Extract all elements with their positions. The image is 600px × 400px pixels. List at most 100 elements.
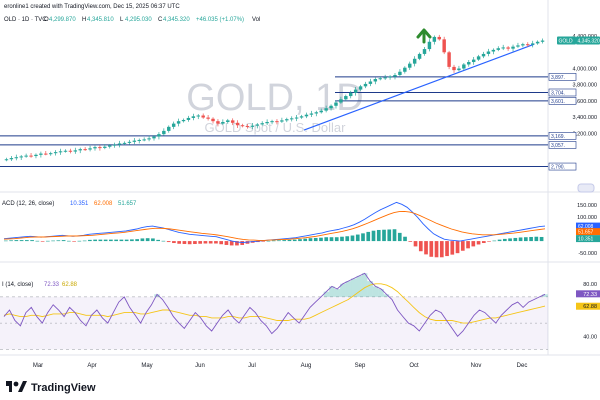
macd-histogram-bar [203, 241, 208, 244]
candle-body [530, 43, 535, 45]
candle-body [363, 83, 368, 87]
macd-histogram-bar [492, 240, 497, 242]
candle-body [49, 153, 53, 155]
candle-body [186, 117, 191, 120]
macd-histogram-bar [418, 241, 423, 252]
macd-histogram-bar [534, 236, 539, 242]
level-label: 3,169. [551, 134, 565, 140]
macd-histogram-bar [434, 241, 439, 258]
candle-body [476, 56, 481, 60]
rsi-tick-label: 62.88 [583, 304, 597, 310]
time-tick-label: Jul [248, 363, 256, 369]
candle-body [14, 157, 19, 159]
macd-histogram-bar [119, 239, 124, 242]
candle-body [383, 77, 387, 79]
candle-body [240, 125, 245, 127]
macd-histogram-bar [151, 238, 155, 242]
main-price-panel[interactable]: 4,400.0004,000.0003,800.0003,600.0003,40… [0, 28, 600, 193]
macd-histogram-bar [292, 239, 297, 242]
change-value: +46.035 (+1.07%) [196, 17, 244, 23]
macd-histogram-bar [382, 229, 386, 242]
time-tick-label: Aug [301, 363, 312, 369]
candle-body [108, 145, 112, 147]
macd-histogram-bar [403, 236, 407, 242]
candle-body [167, 126, 171, 131]
candle-body [309, 113, 314, 115]
price-tick-label: 3,200.000 [573, 131, 597, 137]
time-tick-label: Jun [195, 363, 205, 369]
symbol-line: OLD · 1D · TVC [4, 17, 47, 23]
rsi-ma-line [3, 283, 546, 324]
level-label-box [548, 162, 577, 171]
macd-histogram-bar [329, 237, 334, 242]
candle-body [373, 79, 378, 82]
candle-body [314, 112, 319, 114]
price-badge-text: 4,345.320 [578, 39, 600, 45]
candle-body [29, 155, 33, 157]
macd-histogram-bar [508, 238, 512, 242]
candle-body [540, 40, 545, 42]
candle-body [78, 149, 82, 151]
rsi-value-badge [576, 302, 600, 310]
macd-histogram-bar [271, 240, 276, 242]
macd-histogram-bar [114, 239, 118, 242]
rsi-overbought-fill [351, 278, 357, 297]
candle-body [496, 48, 500, 50]
price-badge [557, 36, 576, 45]
candle-body [98, 147, 102, 149]
macd-histogram-bar [77, 240, 82, 242]
macd-histogram-bar [198, 241, 203, 244]
time-tick-label: Nov [471, 363, 482, 369]
macd-panel[interactable]: 150.000100.00050.000-50.00062.00851.6571… [3, 201, 600, 258]
macd-histogram-bar [266, 240, 271, 242]
candle-body [521, 44, 525, 46]
candle-body [216, 121, 220, 124]
time-tick-label: Mar [33, 363, 43, 369]
macd-histogram-bar [282, 240, 287, 242]
macd-histogram-bar [487, 241, 491, 242]
macd-histogram-bar [345, 236, 350, 242]
candle-body [417, 53, 422, 59]
tradingview-logo[interactable]: TradingView [6, 381, 96, 394]
macd-histogram-bar [313, 237, 318, 242]
macd-histogram-bar [109, 239, 113, 242]
candle-body [230, 120, 235, 123]
candle-body [486, 51, 491, 54]
macd-header[interactable]: ACD (12, 26, close) 10.351 62.008 51.657 [2, 201, 137, 207]
candle-body [289, 118, 294, 120]
rsi-overbought-fill [340, 283, 346, 297]
time-axis[interactable]: Mar Apr May Jun Jul Aug Sep Oct Nov Dec [33, 363, 528, 369]
macd-histogram-bar [376, 229, 381, 242]
candle-body [157, 134, 161, 137]
candle-body [408, 63, 412, 68]
candle-body [304, 114, 309, 117]
macd-histogram-bar [187, 241, 192, 245]
symbol-header[interactable]: OLD · 1D · TVC O 4,299.870 H 4,345.810 L 4,29… [4, 17, 260, 23]
macd-histogram-bar [177, 241, 182, 244]
macd-histogram-bar [67, 240, 71, 242]
macd-histogram-bar [172, 241, 176, 244]
macd-histogram-bar [308, 238, 313, 242]
macd-histogram-bar [529, 236, 533, 242]
level-label-box [548, 73, 577, 81]
rsi-value-1: 72.33 [44, 282, 60, 288]
level-label-box [548, 97, 577, 105]
candle-body [44, 153, 48, 155]
ohlc-value-o: 4,299.870 [49, 17, 76, 23]
macd-tick-label: 150.000 [577, 203, 597, 209]
candle-body [285, 119, 289, 121]
candle-body [19, 156, 23, 158]
macd-histogram-bar [371, 230, 376, 242]
ohlc-value-c: 4,345.320 [163, 17, 190, 23]
rsi-header[interactable]: I (14, close) 72.33 62.88 [2, 282, 78, 288]
macd-histogram-bar [4, 240, 8, 242]
macd-histogram-bar [224, 241, 229, 245]
level-label-box [548, 132, 577, 140]
candle-body [516, 45, 520, 47]
macd-histogram-bar [9, 240, 13, 242]
macd-histogram-bar [161, 240, 166, 242]
candle-body [452, 66, 456, 71]
macd-histogram-bar [30, 240, 34, 242]
